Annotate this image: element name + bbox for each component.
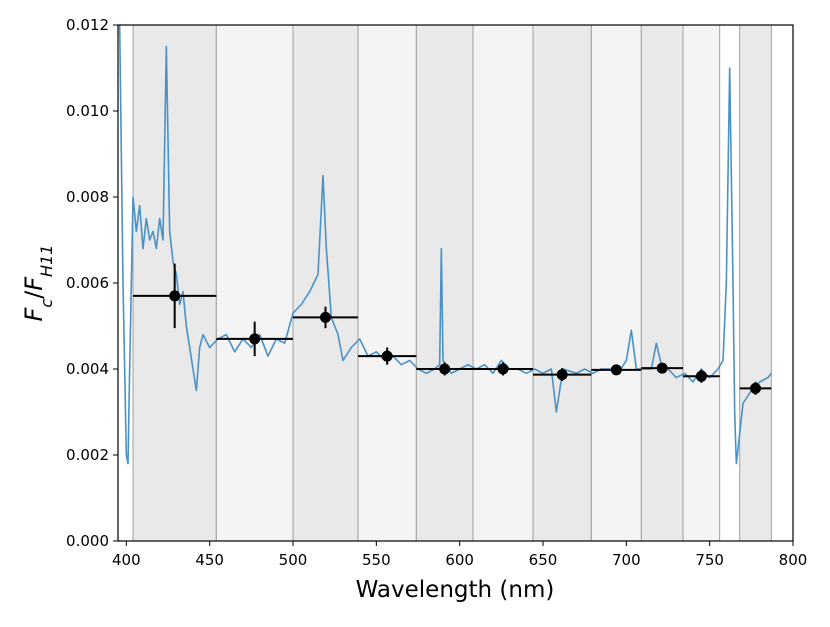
x-tick-label: 450 <box>195 551 224 569</box>
binned-point <box>695 370 707 382</box>
x-tick-label: 400 <box>112 551 141 569</box>
y-tick-label: 0.006 <box>66 274 109 292</box>
y-label-part: H11 <box>37 245 56 277</box>
x-tick-label: 500 <box>279 551 308 569</box>
wavelength-bin <box>683 25 720 541</box>
wavelength-bin <box>641 25 683 541</box>
wavelength-bin <box>358 25 417 541</box>
x-tick-label: 650 <box>529 551 558 569</box>
x-tick-label: 750 <box>695 551 724 569</box>
binned-point <box>497 363 509 375</box>
x-tick-label: 700 <box>612 551 641 569</box>
binned-point <box>750 382 761 394</box>
y-label-part: / <box>20 290 48 299</box>
y-label-part: c <box>37 299 56 308</box>
binned-point <box>439 363 451 375</box>
plot-layer <box>118 25 772 465</box>
x-tick-label: 600 <box>445 551 474 569</box>
binned-point <box>610 364 622 376</box>
wavelength-bin <box>473 25 533 541</box>
y-tick-label: 0.004 <box>66 360 109 378</box>
axes-layer: 400 450 500 550 600 650 700 750 800 0.000 0.002 0.0… <box>66 16 807 569</box>
y-label-part: F <box>20 276 48 291</box>
binned-point <box>381 350 393 362</box>
binned-point <box>249 333 261 345</box>
wavelength-bin <box>591 25 642 541</box>
y-tick-label: 0.000 <box>66 532 109 550</box>
binned-point <box>320 311 331 323</box>
y-tick-label: 0.008 <box>66 188 109 206</box>
y-tick-label: 0.012 <box>66 16 109 34</box>
wavelength-bin <box>739 25 772 541</box>
wavelength-bin <box>416 25 473 541</box>
y-tick-label: 0.002 <box>66 446 109 464</box>
y-tick-label: 0.010 <box>66 102 109 120</box>
wavelength-bin <box>533 25 592 541</box>
x-tick-label: 800 <box>779 551 808 569</box>
x-tick-label: 550 <box>362 551 391 569</box>
y-label-part: F <box>20 306 48 321</box>
y-axis-label: Fc/FH11 <box>20 245 56 322</box>
wavelength-bin <box>293 25 358 541</box>
binned-point <box>656 362 668 374</box>
binned-point <box>556 369 568 381</box>
wavelength-bin <box>216 25 293 541</box>
binned-point <box>169 290 181 302</box>
x-axis-label: Wavelength (nm) <box>356 577 555 603</box>
band-layer <box>132 25 772 541</box>
